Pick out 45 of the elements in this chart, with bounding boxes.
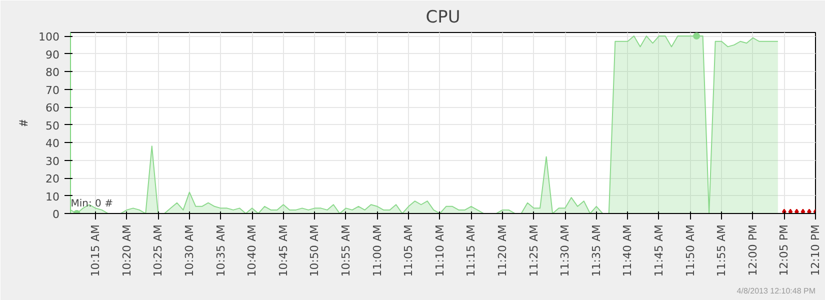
x-tick-label: 11:40 AM <box>621 224 634 277</box>
point <box>800 208 806 214</box>
y-tick-label: 70 <box>46 84 60 97</box>
y-axis-title: # <box>16 119 31 126</box>
point <box>807 208 812 214</box>
y-tick-label: 40 <box>46 137 60 150</box>
y-tick-label: 30 <box>46 154 60 168</box>
x-tick-label: 10:40 AM <box>246 224 259 277</box>
y-tick-label: 10 <box>46 190 60 204</box>
x-tick-label: 10:30 AM <box>182 224 196 277</box>
x-tick-label: 11:50 AM <box>684 224 697 277</box>
x-tick-label: 11:20 AM <box>496 224 509 277</box>
point <box>693 32 700 40</box>
chart-title: CPU <box>426 8 460 28</box>
point <box>782 208 786 214</box>
x-tick-label: 12:10 PM <box>809 224 822 276</box>
y-tick-label: 20 <box>46 172 60 186</box>
x-tick-label: 11:00 AM <box>370 224 384 277</box>
x-tick-label: 11:10 AM <box>433 224 446 277</box>
x-tick-label: 11:35 AM <box>590 224 603 277</box>
y-tick-label: 60 <box>46 102 60 115</box>
x-tick-label: 10:35 AM <box>214 224 228 277</box>
x-tick-label: 12:00 PM <box>746 224 760 276</box>
x-tick-label: 11:05 AM <box>402 224 416 277</box>
x-tick-label: 10:20 AM <box>120 224 134 277</box>
x-tick-label: 10:55 AM <box>339 224 352 277</box>
y-tick-label: 50 <box>46 119 60 132</box>
x-tick-label: 11:25 AM <box>527 224 540 277</box>
y-tick-label: 0 <box>52 208 60 221</box>
y-tick-label: 90 <box>46 48 60 62</box>
x-tick-label: 10:45 AM <box>276 224 290 277</box>
x-tick-label: 10:15 AM <box>89 224 102 277</box>
point <box>794 208 799 214</box>
x-tick-label: 11:30 AM <box>558 224 572 277</box>
x-tick-label: 10:25 AM <box>152 224 165 277</box>
point <box>788 208 793 214</box>
x-tick-label: 11:55 AM <box>715 224 728 277</box>
x-tick-label: 11:15 AM <box>464 224 478 277</box>
text: 4/8/2013 12:10:48 PM <box>736 286 816 296</box>
x-tick-label: 10:50 AM <box>308 224 322 277</box>
y-tick-label: 80 <box>46 66 60 80</box>
x-tick-label: 11:45 AM <box>652 224 666 277</box>
annotation: Min: 0 # <box>70 198 113 210</box>
y-tick-label: 100 <box>38 30 60 44</box>
x-tick-label: 12:05 PM <box>778 224 791 276</box>
